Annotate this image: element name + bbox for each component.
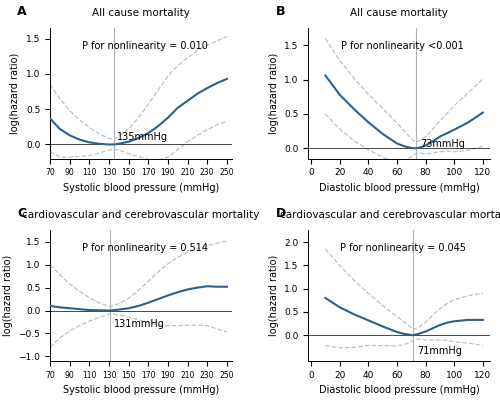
Y-axis label: log(hazard ratio): log(hazard ratio) bbox=[3, 255, 13, 336]
Text: All cause mortality: All cause mortality bbox=[350, 8, 448, 18]
X-axis label: Diastolic blood pressure (mmHg): Diastolic blood pressure (mmHg) bbox=[318, 385, 480, 395]
Text: 131mmHg: 131mmHg bbox=[114, 319, 165, 329]
Y-axis label: log(hazard ratio): log(hazard ratio) bbox=[268, 255, 278, 336]
Text: P for nonlinearity <0.001: P for nonlinearity <0.001 bbox=[342, 41, 464, 51]
X-axis label: Systolic blood pressure (mmHg): Systolic blood pressure (mmHg) bbox=[63, 385, 219, 395]
Text: 73mmHg: 73mmHg bbox=[420, 140, 465, 149]
Text: 135mmHg: 135mmHg bbox=[117, 132, 168, 142]
Text: D: D bbox=[276, 207, 285, 220]
Text: cardiovascular and cerebrovascular mortality: cardiovascular and cerebrovascular morta… bbox=[22, 210, 260, 220]
Y-axis label: log(hazard ratio): log(hazard ratio) bbox=[268, 53, 278, 134]
Text: C: C bbox=[18, 207, 26, 220]
Text: B: B bbox=[276, 5, 285, 18]
Text: P for nonlinearity = 0.045: P for nonlinearity = 0.045 bbox=[340, 243, 466, 253]
X-axis label: Diastolic blood pressure (mmHg): Diastolic blood pressure (mmHg) bbox=[318, 183, 480, 193]
Text: cardiovascular and cerebrovascular mortality: cardiovascular and cerebrovascular morta… bbox=[280, 210, 500, 220]
Text: All cause mortality: All cause mortality bbox=[92, 8, 190, 18]
X-axis label: Systolic blood pressure (mmHg): Systolic blood pressure (mmHg) bbox=[63, 183, 219, 193]
Y-axis label: log(hazard ratio): log(hazard ratio) bbox=[10, 53, 20, 134]
Text: 71mmHg: 71mmHg bbox=[417, 346, 462, 356]
Text: P for nonlinearity = 0.010: P for nonlinearity = 0.010 bbox=[82, 41, 208, 51]
Text: A: A bbox=[18, 5, 27, 18]
Text: P for nonlinearity = 0.514: P for nonlinearity = 0.514 bbox=[82, 243, 208, 253]
